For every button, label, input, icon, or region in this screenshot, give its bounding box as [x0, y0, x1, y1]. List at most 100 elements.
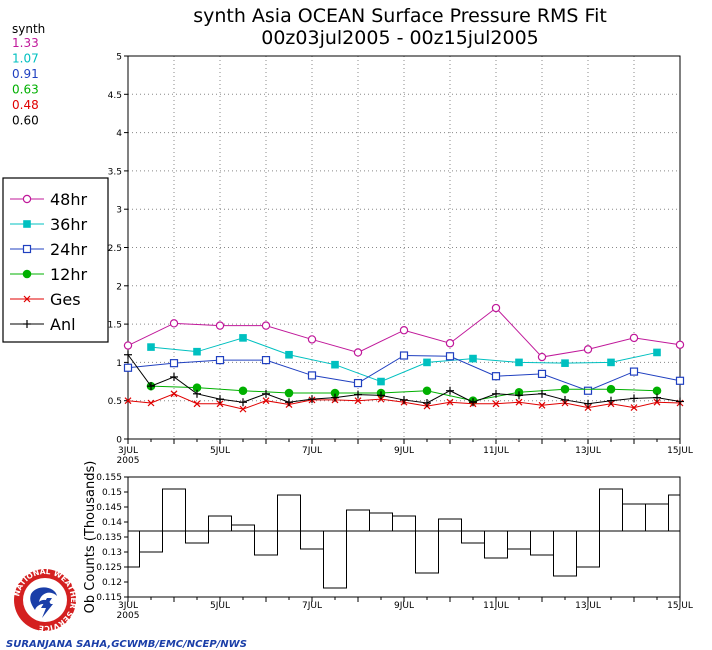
legend-label: 12hr [50, 265, 88, 284]
data-point-ges [193, 400, 201, 408]
data-point-ges [147, 399, 155, 407]
x-tick-label: 7JUL [302, 601, 322, 611]
means-value: 0.63 [12, 83, 39, 97]
data-point-36hr [331, 360, 339, 369]
data-point-anl [147, 382, 155, 391]
y-tick-label: 0.12 [102, 578, 122, 588]
data-point-48hr [583, 345, 593, 354]
x-tick-label: 13JUL [575, 446, 601, 456]
data-point-24hr [583, 386, 593, 395]
data-point-anl [676, 397, 684, 406]
y-tick-label: 0 [116, 436, 122, 446]
y-tick-label: 3.5 [108, 167, 122, 177]
top-series [123, 303, 685, 413]
data-point-ges [262, 397, 270, 405]
count-bar [300, 530, 324, 550]
y-tick-label: 0.13 [102, 548, 122, 558]
data-point-ges [216, 400, 224, 408]
count-bar [599, 488, 623, 532]
data-point-24hr [629, 367, 639, 376]
count-bar [185, 530, 209, 544]
legend-label: 48hr [50, 190, 88, 209]
count-bar [127, 530, 140, 568]
y-tick-label: 0.115 [96, 593, 122, 603]
chart-title: synth Asia OCEAN Surface Pressure RMS Fi… [193, 5, 607, 27]
data-point-12hr [606, 384, 616, 394]
x-tick-label: 7JUL [302, 446, 322, 456]
data-point-anl [400, 395, 408, 404]
means-value: 0.48 [12, 98, 39, 112]
data-point-48hr [445, 339, 455, 348]
data-point-anl [423, 398, 431, 407]
data-point-24hr [445, 352, 455, 361]
data-point-anl [584, 399, 592, 408]
count-bar [369, 512, 393, 532]
data-point-anl [538, 389, 546, 398]
data-point-anl [446, 386, 454, 395]
legend-marker [22, 244, 32, 254]
data-point-12hr [560, 384, 570, 394]
y-tick-label: 5 [116, 53, 122, 63]
data-point-48hr [675, 340, 685, 349]
x-tick-label: 5JUL [210, 601, 230, 611]
data-point-24hr [261, 356, 271, 365]
data-point-anl [469, 398, 477, 407]
x-tick-label: 2005 [117, 611, 140, 621]
data-point-anl [170, 372, 178, 381]
x-tick-label: 11JUL [483, 601, 509, 611]
data-point-24hr [675, 376, 685, 385]
data-point-48hr [307, 335, 317, 344]
data-point-48hr [169, 319, 179, 328]
x-tick-label: 11JUL [483, 446, 509, 456]
count-bar [438, 518, 462, 532]
data-point-anl [377, 391, 385, 400]
data-point-36hr [285, 350, 293, 359]
data-point-24hr [399, 351, 409, 360]
data-point-anl [216, 395, 224, 404]
data-point-anl [308, 395, 316, 404]
credit-text: SURANJANA SAHA,GCWMB/EMC/NCEP/NWS [6, 639, 247, 650]
data-point-anl [354, 390, 362, 399]
data-point-anl [262, 389, 270, 398]
bottom-y-axis: 0.115 0.12 0.125 0.13 0.135 0.14 0.145 0.15 0.15… [96, 473, 128, 603]
data-point-24hr [537, 369, 547, 378]
x-tick-label: 15JUL [667, 601, 693, 611]
data-point-ges [354, 397, 362, 405]
data-point-24hr [491, 372, 501, 381]
count-bar [231, 524, 255, 532]
data-point-48hr [491, 303, 501, 313]
legend-marker [22, 194, 32, 204]
data-point-12hr [422, 386, 432, 396]
legend-marker [22, 269, 32, 279]
count-bar [392, 515, 416, 532]
data-point-12hr [652, 386, 662, 396]
y-tick-label: 3 [116, 206, 122, 216]
data-point-36hr [469, 354, 477, 363]
data-point-36hr [147, 343, 155, 351]
data-point-36hr [607, 358, 615, 367]
legend-marker [23, 220, 31, 228]
y-tick-label: 1.5 [108, 321, 122, 331]
data-point-anl [492, 389, 500, 398]
count-bar [553, 530, 577, 577]
count-bar [323, 530, 347, 589]
data-point-48hr [215, 321, 225, 330]
data-point-24hr [215, 356, 225, 365]
data-point-anl [239, 398, 247, 407]
legend-box [2, 177, 109, 343]
data-point-48hr [399, 326, 409, 335]
x-tick-label: 2005 [117, 456, 140, 466]
count-bar [254, 530, 278, 556]
means-label: synth [12, 22, 45, 36]
y-tick-label: 0.15 [102, 488, 122, 498]
count-bar [277, 494, 301, 532]
x-tick-label: 3JUL [118, 446, 138, 456]
count-bar [668, 494, 681, 532]
data-point-36hr [561, 359, 569, 367]
nws-logo: NATIONAL WEATHER SERVICE [12, 567, 78, 633]
y-tick-label: 0.125 [96, 563, 122, 573]
y-tick-label: 4.5 [108, 91, 122, 101]
count-bar [415, 530, 439, 574]
